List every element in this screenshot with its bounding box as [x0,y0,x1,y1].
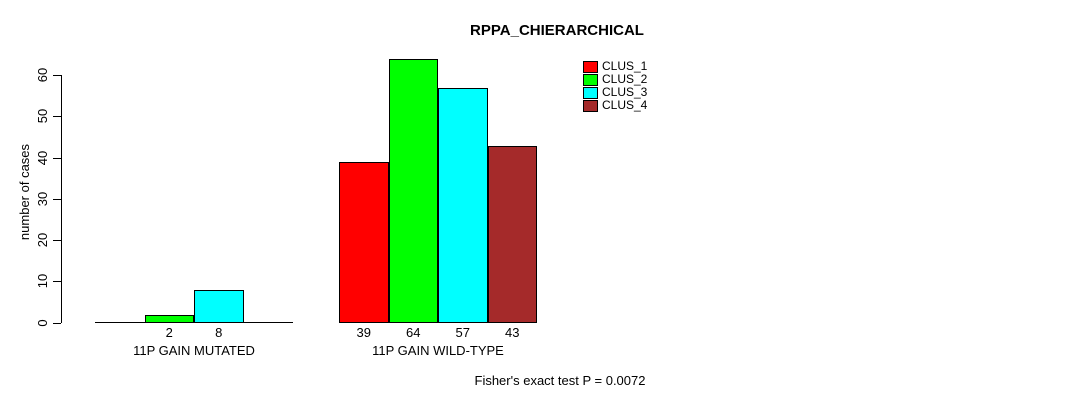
bar-clus_3-1 [194,290,244,323]
chart-title: RPPA_CHIERARCHICAL [470,22,644,39]
y-axis-tick-label: 40 [35,150,50,166]
footnote: Fisher's exact test P = 0.0072 [474,373,646,388]
legend-label: CLUS_2 [602,72,648,86]
bar-clus_1-2 [339,162,389,323]
y-axis-tick-label: 10 [35,273,50,289]
y-axis-tick-label: 50 [35,108,50,124]
y-axis-tick [53,116,61,117]
y-axis-line [61,75,62,323]
legend: CLUS_1 CLUS_2 CLUS_3 CLUS_4 [583,59,648,113]
legend-item: CLUS_2 [583,72,648,86]
bar-clus_4-2 [487,146,537,323]
legend-item: CLUS_4 [583,98,648,112]
legend-label: CLUS_3 [602,85,648,99]
legend-label: CLUS_1 [602,59,648,73]
bar-clus_2-2 [388,59,438,323]
y-axis-tick [53,199,61,200]
legend-label: CLUS_4 [602,98,648,112]
legend-swatch-icon [583,99,598,112]
bar-value-label: 57 [455,325,470,340]
y-axis-tick [53,281,61,282]
y-axis-tick-label: 30 [35,191,50,207]
y-axis-tick [53,75,61,76]
y-axis-tick-label: 20 [35,232,50,248]
bar-value-label: 39 [356,325,371,340]
bar-value-label: 43 [505,325,520,340]
legend-swatch-icon [583,60,598,73]
y-axis-tick [53,158,61,159]
bar-value-label: 8 [215,325,223,340]
bar-clus_3-2 [438,88,488,323]
bar-value-label: 2 [165,325,173,340]
y-axis-tick [53,323,61,324]
category-label: 11P GAIN MUTATED [133,343,255,358]
y-axis-label: number of cases [17,143,32,241]
legend-swatch-icon [583,86,598,99]
bar-value-label: 64 [406,325,421,340]
y-axis-tick-label: 60 [35,67,50,83]
y-axis-tick-label: 0 [35,319,50,327]
bar-clus_2-1 [144,315,194,323]
y-axis-tick [53,240,61,241]
legend-item: CLUS_1 [583,59,648,73]
legend-swatch-icon [583,73,598,86]
category-label: 11P GAIN WILD-TYPE [372,343,504,358]
legend-item: CLUS_3 [583,85,648,99]
